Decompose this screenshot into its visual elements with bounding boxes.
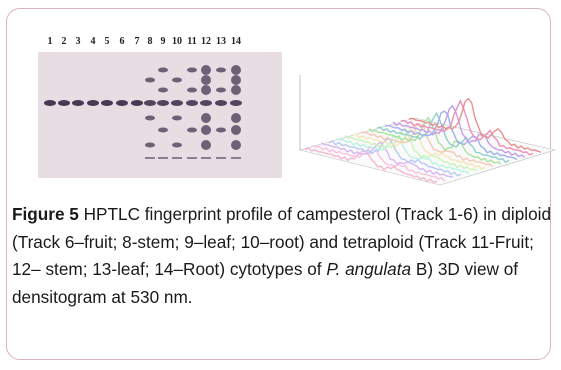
band xyxy=(201,113,211,123)
band xyxy=(171,100,183,106)
figure-caption: Figure 5 HPTLC fingerprint profile of ca… xyxy=(12,201,552,311)
band xyxy=(231,65,241,75)
track-number: 14 xyxy=(231,36,241,47)
densitogram-3d xyxy=(298,75,557,186)
band xyxy=(200,100,212,106)
track-number: 3 xyxy=(76,36,81,47)
trace xyxy=(376,111,510,164)
band xyxy=(144,100,156,106)
band xyxy=(145,77,155,83)
track-number: 11 xyxy=(187,36,196,47)
track-number: 2 xyxy=(62,36,67,47)
band xyxy=(158,127,168,133)
trace xyxy=(320,140,454,178)
track-number: 12 xyxy=(201,36,211,47)
trace xyxy=(408,97,542,153)
track-number: 1 xyxy=(48,36,53,47)
track-number: 13 xyxy=(216,36,226,47)
trace xyxy=(336,134,470,175)
band xyxy=(158,87,168,93)
band xyxy=(201,65,211,75)
band xyxy=(101,100,113,106)
band xyxy=(231,140,241,150)
trace xyxy=(344,128,478,172)
trace xyxy=(328,137,462,177)
band xyxy=(231,85,241,95)
tlc-bands xyxy=(44,65,242,159)
trace xyxy=(400,99,534,156)
band xyxy=(145,142,155,148)
band xyxy=(145,115,155,121)
caption-text: B) 3D view of densitogram at 530 nm. xyxy=(12,259,519,307)
band xyxy=(157,100,169,106)
figure-frame xyxy=(6,8,551,360)
band xyxy=(131,100,143,106)
track-number: 7 xyxy=(135,36,140,47)
band xyxy=(216,127,226,133)
band xyxy=(187,127,197,133)
trace xyxy=(360,123,494,168)
band xyxy=(231,125,241,135)
band xyxy=(172,142,182,148)
band xyxy=(215,100,227,106)
band xyxy=(87,100,99,106)
track-number: 10 xyxy=(172,36,182,47)
band xyxy=(231,113,241,123)
band xyxy=(201,140,211,150)
track-number: 6 xyxy=(120,36,125,47)
band xyxy=(216,67,226,73)
band xyxy=(187,87,197,93)
trace xyxy=(368,116,502,165)
band xyxy=(201,125,211,135)
track-number: 8 xyxy=(148,36,153,47)
band xyxy=(231,75,241,85)
caption-text: HPTLC fingerprint profile of campesterol… xyxy=(12,204,552,279)
species-name: P. angulata xyxy=(326,259,412,279)
figure-label: Figure 5 xyxy=(12,204,79,224)
band xyxy=(116,100,128,106)
band xyxy=(44,100,56,106)
band xyxy=(201,75,211,85)
band xyxy=(172,115,182,121)
band xyxy=(187,67,197,73)
track-number: 4 xyxy=(91,36,96,47)
track-number: 5 xyxy=(105,36,110,47)
band xyxy=(186,100,198,106)
band xyxy=(72,100,84,106)
band xyxy=(230,100,242,106)
band xyxy=(172,77,182,83)
band xyxy=(216,87,226,93)
track-number: 9 xyxy=(161,36,166,47)
figure-images: 1 2 3 4 5 6 7 8 9 10 11 12 13 14 xyxy=(38,36,557,186)
band xyxy=(158,67,168,73)
band xyxy=(201,85,211,95)
trace xyxy=(312,144,446,182)
tlc-plate xyxy=(38,52,282,178)
trace xyxy=(304,147,438,183)
band xyxy=(58,100,70,106)
